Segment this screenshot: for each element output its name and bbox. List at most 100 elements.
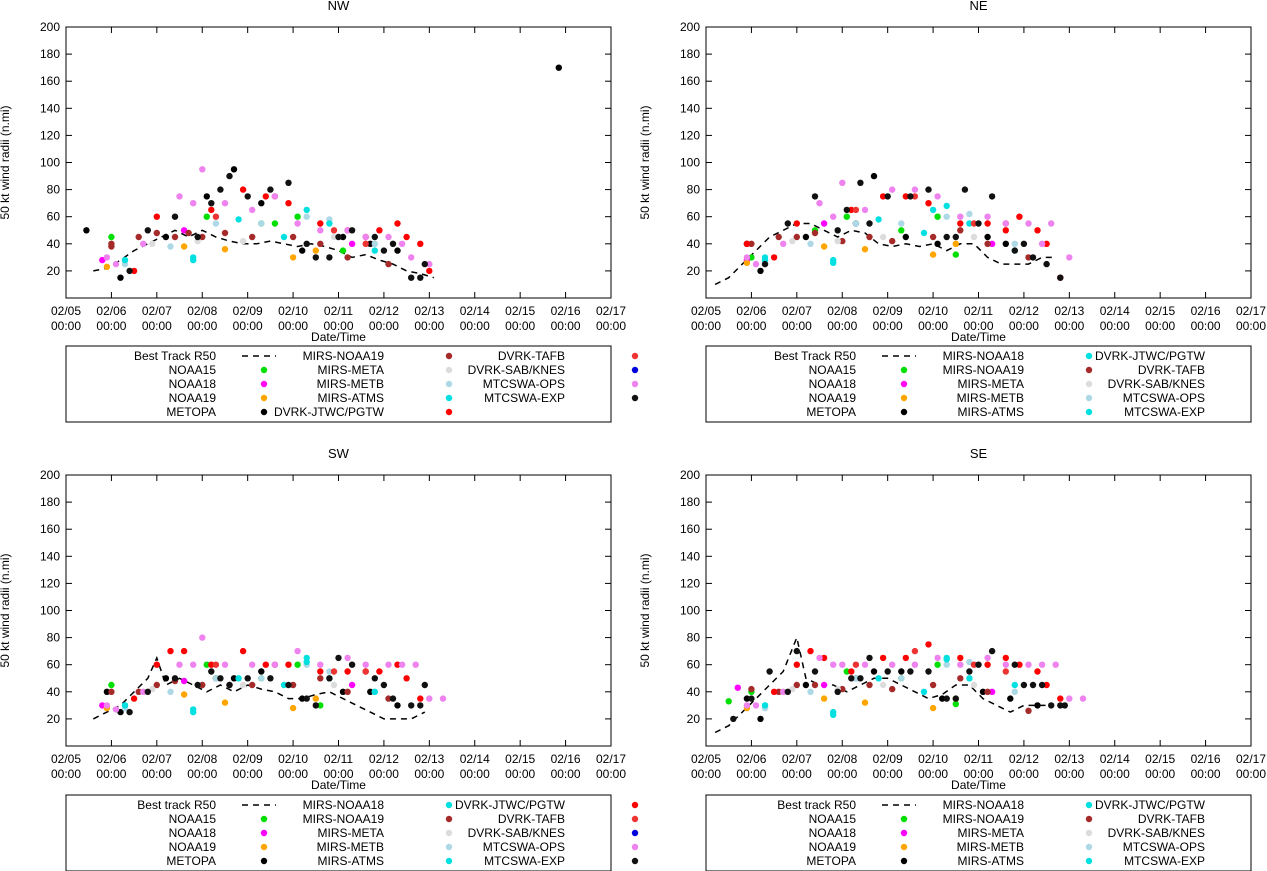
point-mirs-noaa19 — [249, 233, 256, 241]
point-mtcswa-exp — [417, 274, 424, 281]
point-mtcswa-ops — [294, 220, 301, 227]
point-metopa — [902, 233, 909, 241]
point-noaa19 — [289, 704, 297, 712]
x-tick-label-time: 00:00 — [369, 319, 399, 333]
point-noaa15 — [271, 220, 279, 227]
point-metopa — [258, 668, 265, 675]
legend-label: MTCSWA-EXP — [484, 854, 565, 868]
point-mtcswa-ops — [385, 233, 392, 241]
x-tick-label-date: 02/06 — [96, 752, 126, 766]
point-mtcswa-ops — [344, 654, 351, 662]
point-noaa18 — [820, 220, 828, 227]
y-tick-label: 160 — [40, 74, 60, 88]
point-mtcswa-ops — [362, 661, 369, 668]
point-mirs-meta — [330, 681, 338, 689]
point-metopa — [258, 200, 265, 207]
point-dvrk-tafb — [330, 668, 338, 675]
point-dvrk-jtwc-pgtw — [1034, 227, 1041, 234]
point-mirs-noaa19 — [957, 675, 964, 682]
point-mtcswa-exp — [988, 193, 996, 200]
point-metopa — [979, 688, 987, 695]
y-tick-label: 160 — [680, 74, 700, 88]
legend-label: MIRS-NOAA19 — [943, 812, 1025, 826]
point-mtcswa-exp — [417, 702, 424, 709]
point-mirs-atms — [371, 688, 378, 695]
x-tick-label-date: 02/15 — [505, 752, 535, 766]
point-mtcswa-exp — [226, 172, 233, 180]
legend-label: DVRK-SAB/KNES — [1108, 826, 1205, 840]
y-tick-label: 40 — [47, 685, 61, 699]
x-tick-label-date: 02/08 — [187, 752, 217, 766]
point-noaa15 — [317, 702, 324, 709]
point-mtcswa-ops — [1066, 695, 1073, 702]
point-noaa18 — [820, 681, 828, 689]
point-mirs-metb — [303, 213, 310, 220]
x-tick-label-date: 02/12 — [369, 752, 399, 766]
point-mtcswa-exp — [1020, 240, 1028, 247]
point-mtcswa-ops — [112, 706, 120, 713]
point-mtcswa-exp — [380, 247, 388, 254]
legend-label: DVRK-TAFB — [498, 349, 565, 363]
point-mtcswa-ops — [140, 688, 147, 695]
point-mirs-noaa19 — [317, 675, 324, 682]
point-dvrk-jtwc-pgtw — [848, 206, 855, 214]
point-dvrk-jtwc-pgtw — [879, 654, 887, 662]
point-mtcswa-ops — [412, 661, 419, 668]
point-mirs-metb — [807, 240, 814, 247]
point-mtcswa-ops — [780, 240, 787, 247]
point-mtcswa-ops — [221, 661, 229, 668]
point-noaa19 — [743, 259, 751, 266]
point-mtcswa-exp — [144, 227, 151, 234]
point-dvrk-tafb — [852, 206, 860, 214]
legend-label: MIRS-META — [958, 826, 1024, 840]
y-tick-label: 40 — [687, 237, 701, 251]
point-mirs-noaa19 — [929, 681, 937, 689]
point-dvrk-jtwc-pgtw — [344, 668, 351, 675]
y-tick-label: 60 — [47, 658, 61, 672]
legend-marker — [260, 815, 268, 823]
point-mtcswa-exp — [226, 681, 233, 689]
point-mtcswa-ops — [1002, 661, 1009, 668]
point-mirs-noaa19 — [1025, 254, 1032, 261]
point-mirs-noaa19 — [108, 688, 115, 695]
legend-label: Best Track R50 — [774, 349, 856, 363]
y-axis-label: 50 kt wind radii (n.mi) — [638, 105, 652, 219]
point-mtcswa-exp — [952, 695, 959, 702]
point-dvrk-jtwc-pgtw — [957, 654, 964, 662]
x-tick-label-date: 02/09 — [873, 752, 903, 766]
y-tick-label: 100 — [40, 156, 60, 170]
point-mtcswa-exp — [761, 260, 769, 268]
x-tick-label-date: 02/12 — [369, 304, 399, 318]
point-noaa15 — [898, 227, 905, 234]
point-mirs-noaa19 — [748, 240, 755, 247]
point-noaa15 — [934, 661, 941, 668]
legend-marker — [1085, 857, 1093, 865]
legend-label: MIRS-NOAA19 — [303, 812, 385, 826]
x-tick-label-time: 00:00 — [142, 767, 172, 781]
y-tick-label: 120 — [680, 576, 700, 590]
legend-marker — [1085, 366, 1093, 374]
point-mirs-atms — [830, 259, 837, 266]
point-mtcswa-exp — [843, 206, 850, 214]
point-mtcswa-exp — [748, 695, 755, 702]
y-axis-label: 50 kt wind radii (n.mi) — [0, 553, 12, 667]
point-mtcswa-ops — [839, 179, 846, 186]
point-mtcswa-exp — [925, 668, 932, 675]
point-dvrk-jtwc-pgtw — [153, 213, 160, 220]
point-mtcswa-exp — [966, 668, 973, 675]
legend-marker — [260, 380, 268, 388]
x-axis-label: Date/Time — [951, 778, 1006, 792]
x-tick-label-time: 00:00 — [596, 767, 626, 781]
point-noaa15 — [952, 251, 959, 258]
point-mtcswa-ops — [743, 702, 751, 709]
legend-marker — [445, 352, 453, 360]
y-tick-label: 20 — [47, 712, 61, 726]
point-mtcswa-exp — [335, 654, 342, 662]
point-mirs-noaa19 — [289, 233, 297, 241]
point-dvrk-jtwc-pgtw — [317, 220, 324, 227]
point-mirs-metb — [167, 243, 174, 250]
point-mtcswa-exp — [1057, 702, 1064, 709]
point-mtcswa-exp — [244, 193, 251, 200]
best-track-line — [92, 655, 426, 720]
